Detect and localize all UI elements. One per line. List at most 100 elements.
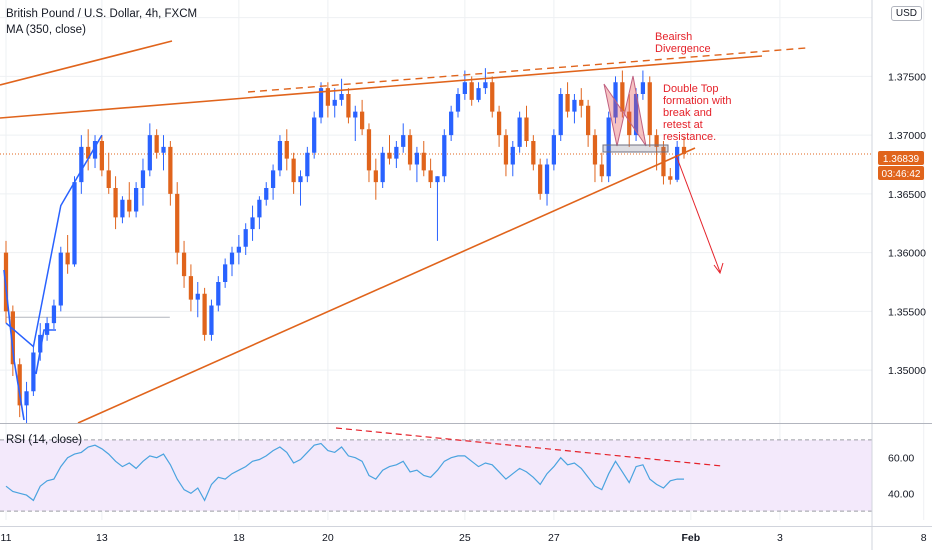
candle-body [216,282,221,306]
price-tick-label: 1.36000 [888,248,926,260]
candle-body [325,88,331,106]
candle-body [298,176,303,183]
candle-body [209,305,214,335]
candle-body [188,276,194,300]
candle-body [277,141,283,171]
candle-body [469,82,474,100]
symbol-title: British Pound / U.S. Dollar, 4h, FXCM [6,8,198,20]
candle-body [236,246,241,253]
pattern-note-line-4: retest at [663,119,703,131]
candle-body [380,152,385,183]
candle-body [414,152,420,165]
candle-body [270,170,276,188]
currency-button[interactable]: USD [890,6,922,21]
pattern-note-line-2: formation with [663,95,731,107]
candle-body [359,111,365,130]
candle-body [538,164,543,194]
candle-body [353,111,358,118]
support-trendline [77,147,696,424]
projection-arrow [675,154,721,273]
candle-body [490,82,495,112]
candle-body [647,82,652,136]
candle-body [572,99,577,112]
price-tick-label: 1.35000 [888,365,926,377]
candle-body [503,135,509,165]
candle-body [31,352,36,392]
countdown-badge: 03:46:42 [882,169,921,180]
candle-body [442,135,447,177]
candle-body [483,82,488,89]
rsi-series-line [5,442,684,502]
time-tick-label: 20 [322,532,334,544]
candle-body [99,141,105,171]
candle-body [387,152,392,159]
candle-body [86,146,91,159]
candle-body [462,82,467,94]
candle-body [585,105,591,136]
candle-body [229,252,235,265]
candle-body [640,82,646,94]
bearish-divergence-label: Beairsh [655,31,692,43]
candle-body [58,252,63,306]
candle-body [435,176,440,183]
ma-indicator-label[interactable]: MA (350, close) [6,24,86,36]
candle-body [175,193,180,253]
candle-body [147,135,152,171]
candle-body [168,146,173,194]
candle-body [120,199,125,218]
candle-body [668,176,673,180]
candle-body [72,182,77,265]
candle-body [510,146,515,165]
candle-body [51,305,57,324]
bearish-divergence-label-2: Divergence [655,43,711,55]
time-tick-label: 8 [921,532,927,544]
candle-body [681,146,687,154]
dashed-resistance-line [247,47,807,93]
candle-body [449,111,454,136]
candle-body [154,135,159,153]
candle-body [565,94,570,112]
candle-body [339,94,344,100]
projection-arrowhead [713,262,724,275]
candle-body [476,88,481,100]
rsi-band [0,439,872,512]
candle-body [332,99,337,106]
time-tick-label: 18 [233,532,245,544]
time-tick-label: 25 [459,532,471,544]
drawings [0,40,807,467]
candle-body [455,94,461,112]
candle-body [599,164,604,177]
pattern-note-line-3: break and [663,107,712,119]
candle-body [675,146,680,180]
price-tick-label: 1.36500 [888,189,926,201]
price-badges: 1.36839 03:46:42 [878,151,924,180]
candle-body [633,94,639,136]
ma-350-line [5,134,103,349]
rsi-divergence-line [335,427,723,467]
time-tick-label: 27 [548,532,560,544]
candle-body [558,94,563,136]
candle-body [44,323,50,335]
candle-body [366,129,372,171]
candle-body [654,135,659,147]
candle-body [346,94,351,118]
retest-zone [602,144,669,153]
candle-body [394,146,399,159]
candle-body [133,188,139,212]
time-tick-label: 3 [777,532,783,544]
rsi-tick-label: 60.00 [888,453,914,465]
candle-body [10,311,15,365]
candle-body [17,364,22,406]
candle-body [195,293,200,300]
rsi-indicator-label[interactable]: RSI (14, close) [6,434,83,446]
candle-body [496,111,502,136]
pattern-note-line-5: resistance. [663,131,716,143]
candle-body [517,117,522,147]
candle-body [305,152,310,177]
candle-body [318,88,324,118]
candle-body [140,170,146,188]
candle-body [65,252,70,265]
